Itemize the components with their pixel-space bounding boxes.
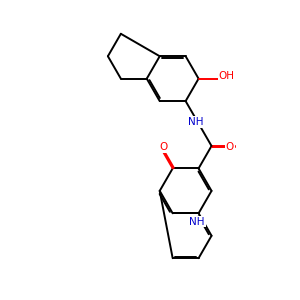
Text: OH: OH <box>219 71 235 81</box>
Text: O: O <box>225 142 234 152</box>
Text: NH: NH <box>189 217 205 226</box>
Text: NH: NH <box>188 117 204 127</box>
Text: O: O <box>159 142 167 152</box>
